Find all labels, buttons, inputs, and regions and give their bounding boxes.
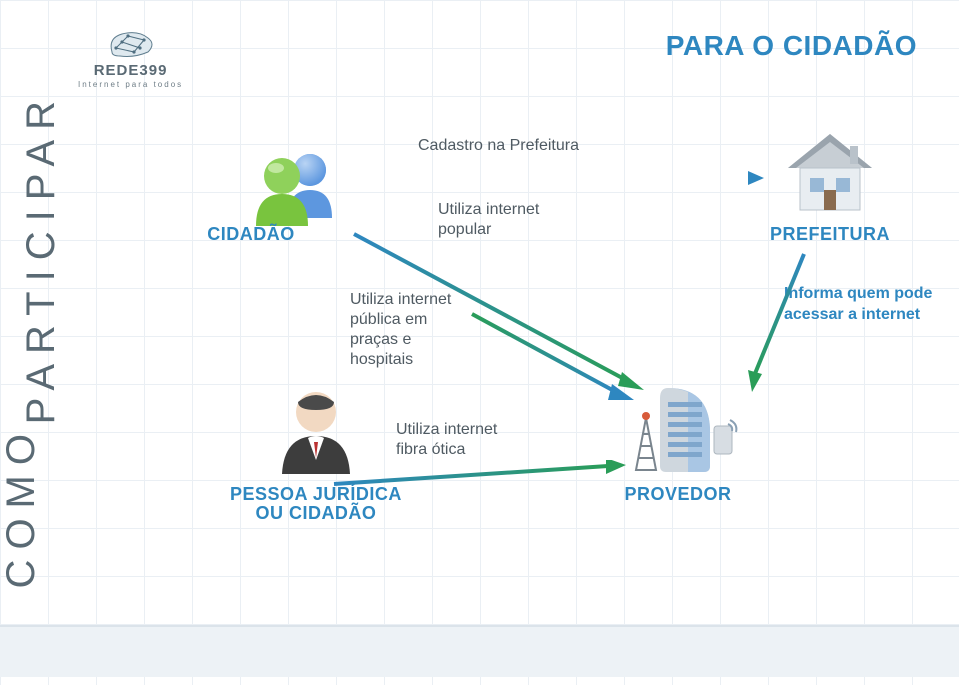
brand-logo: REDE399 Internet para todos [78,28,183,89]
node-pessoa-label-2: OU CIDADÃO [255,503,376,524]
arrow-publica [468,300,638,410]
node-cidadao: CIDADÃO [248,148,344,245]
node-prefeitura-label: PREFEITURA [770,224,890,245]
brand-tagline: Internet para todos [78,80,183,89]
edge-publica-l2: pública em [350,311,427,328]
arrow-fibra [330,460,630,500]
node-prefeitura: PREFEITURA [770,128,890,245]
edge-cadastro-label: Cadastro na Prefeitura [418,136,579,156]
edge-fibra-l2: fibra ótica [396,441,465,458]
edge-publica-l1: Utiliza internet [350,291,451,308]
edge-fibra-label: Utiliza internet fibra ótica [396,420,497,460]
edge-popular-l1: Utiliza internet [438,201,539,218]
edge-fibra-l1: Utiliza internet [396,421,497,438]
edge-publica-label: Utiliza internet pública em praças e hos… [350,290,451,370]
arrow-informa [740,248,820,398]
page-title: PARA O CIDADÃO [666,30,917,62]
arrow-cadastro [356,168,766,188]
side-title-line1: COMO [0,424,42,588]
edge-publica-l3: praças e [350,331,411,348]
edge-publica-l4: hospitais [350,351,413,368]
footer-stripe [0,625,959,677]
house-icon [780,128,880,218]
brand-name: REDE399 [94,62,168,79]
side-title: PARTICIPAR COMO [20,150,62,530]
node-cidadao-label: CIDADÃO [207,224,295,245]
side-title-line2: PARTICIPAR [20,91,62,424]
logo-icon [104,28,158,62]
people-icon [248,148,344,228]
node-pessoa: PESSOA JURÍDICA OU CIDADÃO [230,386,402,524]
node-provedor-label: PROVEDOR [624,484,731,505]
